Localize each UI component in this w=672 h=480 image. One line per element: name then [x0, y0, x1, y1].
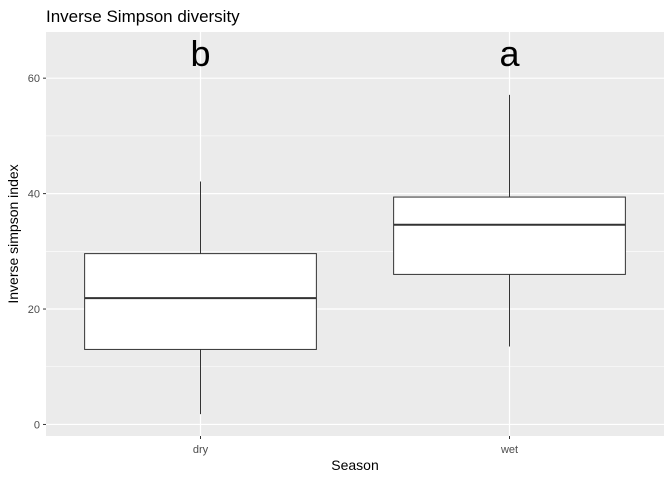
y-axis: 0 20 40 60	[28, 73, 46, 431]
x-tick-label: dry	[193, 444, 209, 456]
y-tick-label: 20	[28, 304, 40, 316]
significance-letter: a	[499, 33, 520, 74]
significance-letter: b	[190, 33, 210, 74]
chart-title: Inverse Simpson diversity	[46, 7, 240, 26]
y-tick-label: 40	[28, 189, 40, 201]
y-tick-label: 0	[34, 419, 40, 431]
x-axis-title: Season	[331, 457, 378, 473]
y-tick-label: 60	[28, 73, 40, 85]
x-axis: dry wet	[193, 436, 518, 456]
box-iqr	[393, 196, 626, 275]
y-axis-title: Inverse simpson index	[5, 164, 21, 303]
box-iqr	[84, 253, 317, 350]
x-tick-label: wet	[500, 444, 518, 456]
box-dry: b	[84, 33, 317, 415]
box-wet: a	[393, 33, 626, 347]
